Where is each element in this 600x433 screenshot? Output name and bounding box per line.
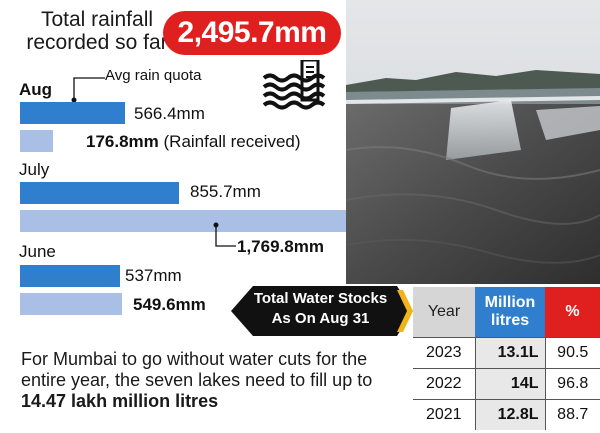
value-july-received: 1,769.8mm	[237, 237, 324, 256]
month-label-june: June	[19, 242, 56, 262]
water-stocks-table: Year Million litres % 2023 13.1L 90.5 20…	[413, 287, 600, 430]
cell-million-litres: 14L	[475, 369, 545, 400]
col-million-litres: Million litres	[475, 287, 545, 338]
water-stocks-title-line2: As On Aug 31	[238, 309, 403, 329]
col-percent: %	[545, 287, 600, 338]
label-aug-quota: 566.4mm	[134, 104, 205, 124]
label-july-received: 1,769.8mm	[237, 237, 324, 257]
total-rainfall-value: 2,495.7mm	[163, 11, 341, 55]
table-row: 2021 12.8L 88.7	[413, 400, 600, 431]
bar-july-quota	[20, 182, 179, 204]
col-year: Year	[413, 287, 475, 338]
bar-june-received	[20, 293, 122, 315]
month-label-july: July	[19, 160, 49, 180]
label-june-received: 549.6mm	[133, 295, 206, 315]
july-received-pointer	[208, 220, 240, 250]
cell-million-litres: 13.1L	[475, 338, 545, 369]
cell-percent: 96.8	[545, 369, 600, 400]
label-june-quota: 537mm	[125, 266, 182, 286]
table-row: 2023 13.1L 90.5	[413, 338, 600, 369]
quota-annotation: Avg rain quota	[105, 67, 201, 84]
bar-aug-quota	[20, 102, 125, 124]
dam-overflow-photo	[346, 0, 600, 284]
footnote-highlight: 14.47 lakh million litres	[21, 391, 218, 411]
footnote: For Mumbai to go without water cuts for …	[21, 349, 411, 412]
received-annotation: (Rainfall received)	[164, 132, 301, 151]
water-stocks-title: Total Water Stocks As On Aug 31	[238, 289, 403, 329]
label-aug-received: 176.8mm (Rainfall received)	[86, 132, 301, 152]
quota-annotation-pointer	[68, 70, 108, 104]
bar-july-received	[20, 210, 346, 232]
value-aug-received: 176.8mm	[86, 132, 159, 151]
month-label-aug: Aug	[19, 80, 52, 100]
cell-million-litres: 12.8L	[475, 400, 545, 431]
footnote-text: For Mumbai to go without water cuts for …	[21, 349, 372, 390]
water-stocks-title-line1: Total Water Stocks	[238, 289, 403, 309]
bar-june-quota	[20, 265, 120, 287]
cell-year: 2023	[413, 338, 475, 369]
cell-year: 2021	[413, 400, 475, 431]
cell-year: 2022	[413, 369, 475, 400]
water-level-icon	[262, 60, 332, 110]
table-row: 2022 14L 96.8	[413, 369, 600, 400]
cell-percent: 88.7	[545, 400, 600, 431]
label-july-quota: 855.7mm	[190, 182, 261, 202]
total-rainfall-label: Total rainfall recorded so far	[22, 8, 172, 54]
value-june-received: 549.6mm	[133, 295, 206, 314]
bar-aug-received	[20, 130, 53, 152]
cell-percent: 90.5	[545, 338, 600, 369]
